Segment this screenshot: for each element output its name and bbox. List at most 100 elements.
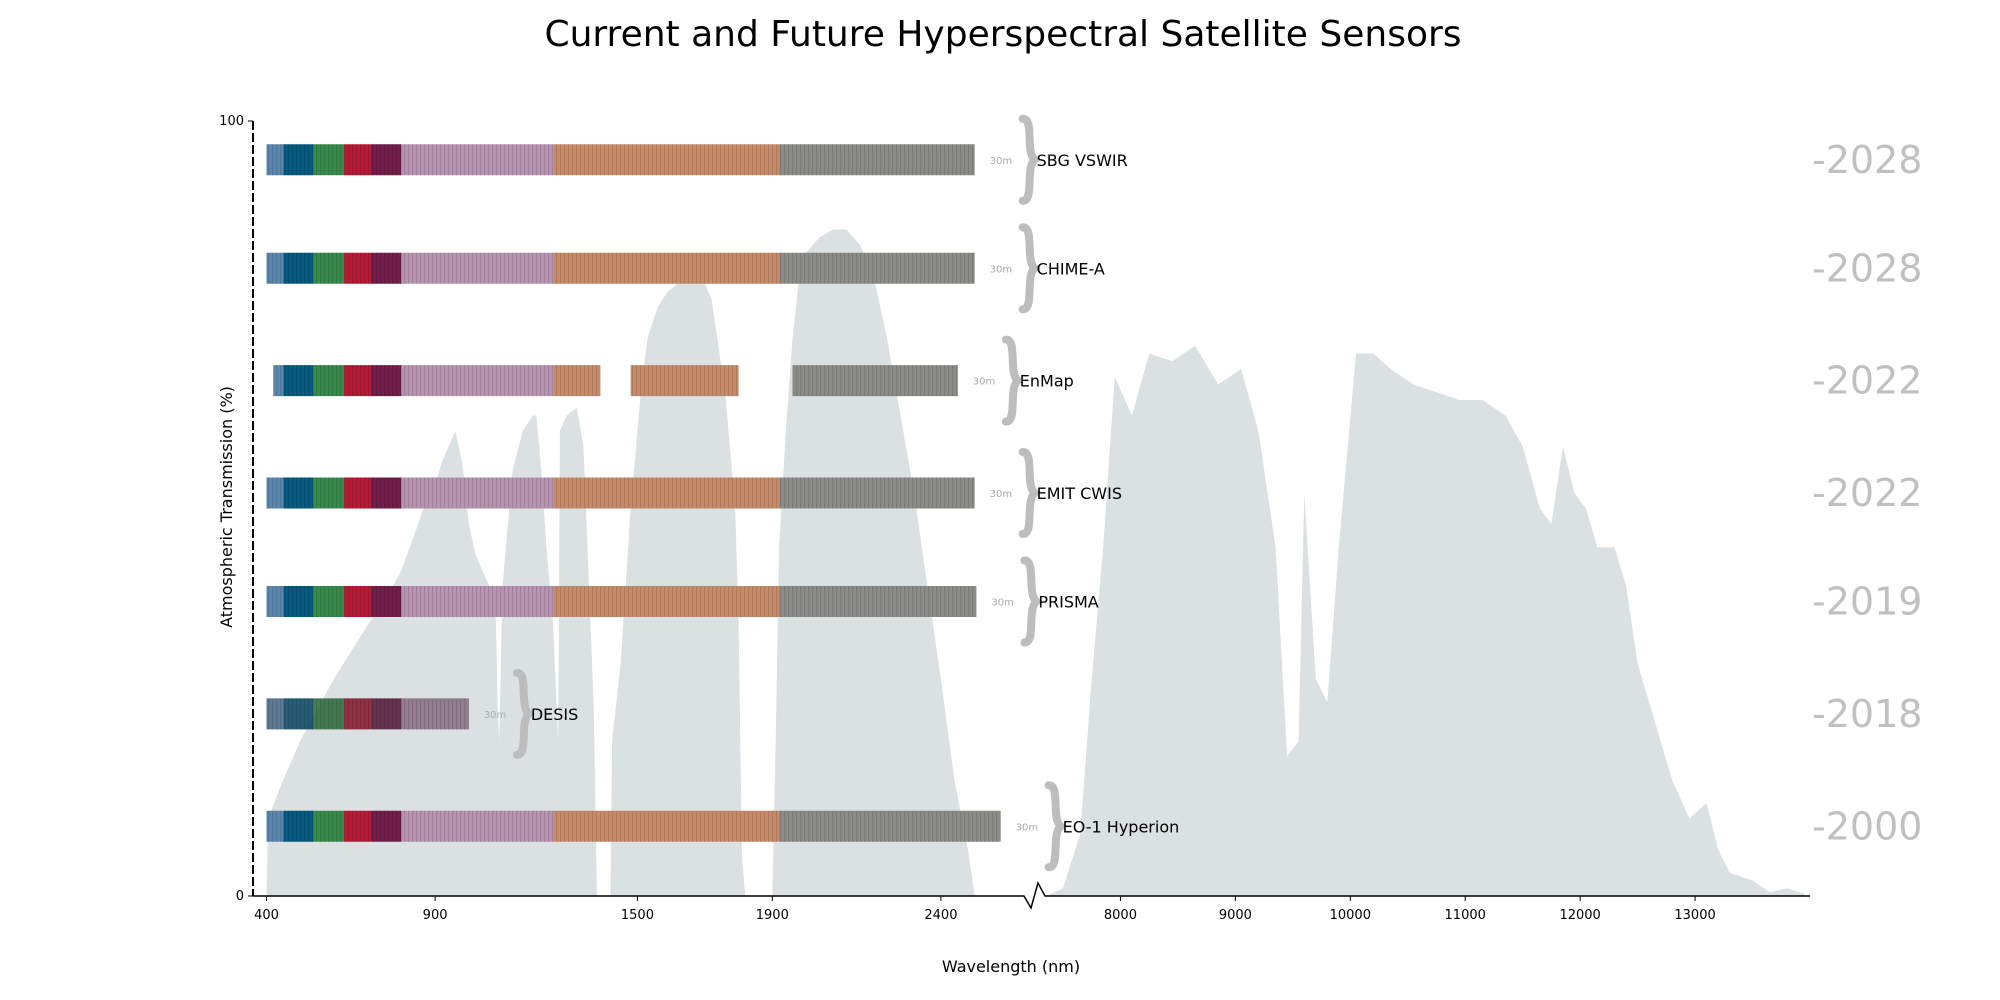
band-texture-red-edge [371,810,402,842]
sensor-prisma: 30m PRISMA -2019 [266,556,1922,647]
axis-layer [252,121,1810,910]
band-texture-swir1 [630,365,739,397]
year-label: -2022 [1812,359,1922,403]
x-tick-label: 8000 [1104,908,1137,923]
band-texture-swir2 [792,365,958,397]
year-label: -2000 [1812,804,1922,848]
band-texture-red-edge [371,144,402,176]
band-texture-nir [401,144,554,176]
y-tick-label: 0 [236,889,244,904]
band-texture-violet [266,477,284,509]
band-texture-blue [283,477,314,509]
band-texture-blue [283,252,314,284]
sensor-name-label: CHIME-A [1037,259,1105,278]
year-label: -2019 [1812,580,1922,624]
band-texture-red [344,477,372,509]
band-texture-red [344,365,372,397]
band-texture-green [313,810,345,842]
band-texture-swir2 [779,144,975,176]
band-texture-green [313,252,345,284]
x-tick-label: 9000 [1219,908,1252,923]
band-shade-red-edge [371,698,402,730]
band-texture-nir [401,586,554,617]
brace-icon [1018,448,1041,538]
sensor-chime-a: 30m CHIME-A -2028 [266,223,1922,314]
x-tick-label: 1500 [621,908,654,923]
band-texture-nir [401,698,469,730]
year-label: -2022 [1812,471,1922,515]
x-axis-label: Wavelength (nm) [942,957,1080,976]
band-texture-green [313,477,345,509]
brace-icon [512,668,535,759]
brace-icon [1018,114,1041,205]
y-tick-label: 100 [219,114,244,129]
sensor-desis: 30m DESIS -2018 [266,668,1922,759]
tick-layer: 0 100 400 900 1500 1900 2400 8000 9000 10000 11000… [219,114,1716,923]
transmission-layer [266,229,1805,896]
year-label: -2028 [1812,138,1922,182]
band-texture-green [313,144,345,176]
band-texture-swir1 [553,477,780,509]
sensor-name-label: PRISMA [1038,593,1098,612]
y-axis-label: Atmospheric Transmission (%) [217,386,236,628]
band-texture-violet [266,698,284,730]
resolution-label: 30m [990,156,1012,167]
resolution-label: 30m [973,377,995,388]
sensor-eo-1-hyperion: 30m EO-1 Hyperion -2000 [266,781,1922,872]
band-texture-swir1 [553,252,780,284]
band-texture-red [344,698,372,730]
resolution-label: 30m [484,710,506,721]
band-texture-red-edge [371,252,402,284]
band-texture-swir1 [553,586,780,617]
sensor-sbg-vswir: 30m SBG VSWIR -2028 [266,114,1922,205]
sensor-name-label: EO-1 Hyperion [1063,817,1180,836]
x-tick-label: 400 [254,908,279,923]
band-texture-red-edge [371,365,402,397]
band-shade-violet [266,698,284,730]
year-label: -2028 [1812,246,1922,290]
band-texture-violet [266,144,284,176]
band-texture-nir [401,252,554,284]
band-texture-swir1 [553,810,780,842]
band-shade-nir [401,698,469,730]
sensor-name-label: EnMap [1020,372,1074,391]
band-shade-blue [283,698,314,730]
brace-icon [1020,556,1043,647]
band-texture-blue [283,698,314,730]
transmission-area-vswir [266,229,975,896]
x-axis-line [253,881,1810,910]
band-texture-red [344,144,372,176]
band-texture-swir2 [779,477,975,509]
band-texture-red [344,586,372,617]
band-texture-red [344,810,372,842]
band-texture-green [313,365,345,397]
band-texture-swir2 [779,810,1001,842]
resolution-label: 30m [990,489,1012,500]
sensor-layer: 30m SBG VSWIR -2028 30m CHIME-A -2028 30m EnMap… [266,114,1922,872]
sensor-enmap: 30m EnMap -2022 [273,335,1922,426]
band-texture-blue [283,365,314,397]
sensor-emit-cwis: 30m EMIT CWIS -2022 [266,448,1922,538]
brace-icon [1044,781,1067,872]
x-tick-label: 2400 [924,908,957,923]
resolution-label: 30m [990,264,1012,275]
x-tick-label: 12000 [1559,908,1600,923]
band-texture-violet [266,252,284,284]
band-texture-nir [401,477,554,509]
brace-icon [1018,223,1041,314]
x-tick-label: 13000 [1674,908,1715,923]
band-texture-blue [283,810,314,842]
x-tick-label: 11000 [1445,908,1486,923]
band-texture-red-edge [371,586,402,617]
band-texture-swir2 [779,586,977,617]
band-texture-red-edge [371,477,402,509]
x-tick-label: 10000 [1330,908,1371,923]
x-tick-label: 1900 [756,908,789,923]
band-texture-green [313,698,345,730]
sensor-name-label: DESIS [531,705,578,724]
band-texture-green [313,586,345,617]
band-shade-red [344,698,372,730]
sensor-name-label: SBG VSWIR [1037,151,1128,170]
resolution-label: 30m [1016,822,1038,833]
